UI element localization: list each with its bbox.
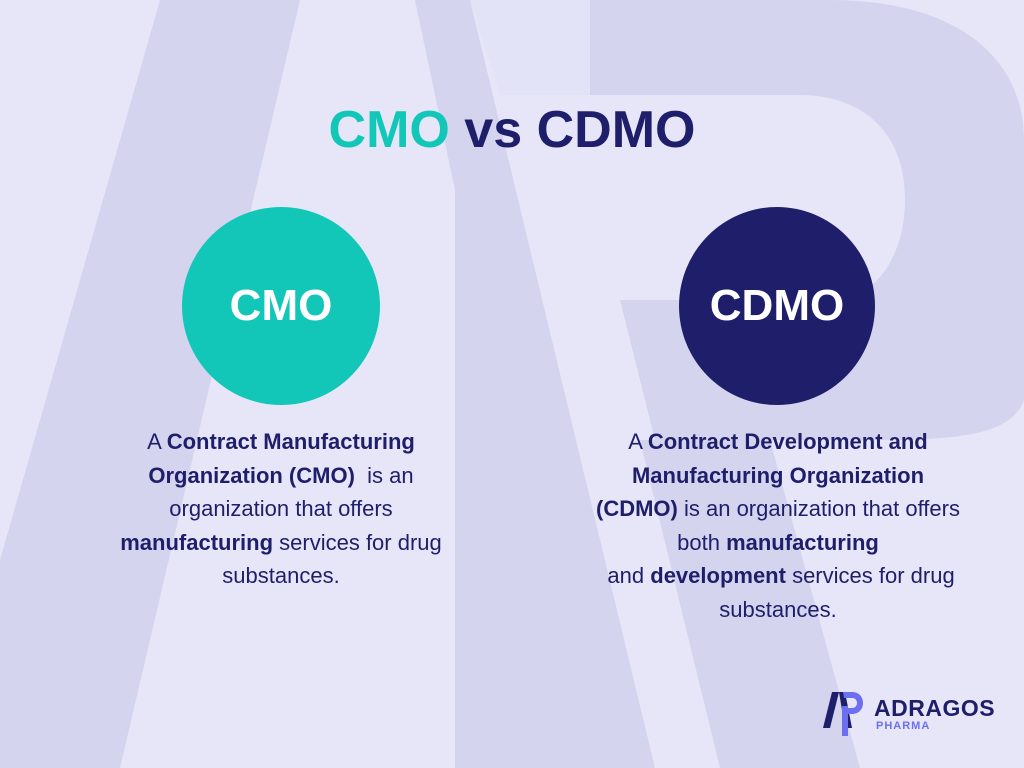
cmo-desc-text-1: A: [147, 429, 167, 454]
cdmo-desc-bold-2: manufacturing: [726, 529, 879, 555]
adragos-logo: ADRAGOS PHARMA: [822, 688, 1002, 740]
cmo-circle-label: CMO: [229, 281, 333, 330]
cdmo-desc-bold-1: Contract Development and Manufacturing O…: [596, 429, 928, 521]
cmo-desc-text-3: services for drug substances.: [222, 529, 442, 589]
cdmo-circle-label: CDMO: [709, 281, 845, 330]
title-vs: vs: [449, 101, 537, 159]
cmo-description: A Contract Manufacturing Organization (C…: [120, 425, 442, 593]
cdmo-description: A Contract Development and Manufacturing…: [595, 425, 961, 626]
cdmo-circle: CDMO: [679, 207, 875, 405]
cdmo-desc-text-4: services for drug substances.: [719, 563, 955, 622]
title-cdmo: CDMO: [536, 101, 696, 159]
cmo-desc-text-2: is an organization that offers: [169, 462, 420, 522]
title-cmo: CMO: [328, 101, 450, 159]
page-title: CMO vs CDMO: [0, 98, 1024, 162]
cmo-circle: CMO: [182, 207, 380, 405]
cdmo-desc-bold-3: development: [650, 563, 786, 588]
logo-name: ADRAGOS: [874, 695, 996, 721]
logo-subtitle: PHARMA: [876, 720, 931, 732]
cmo-desc-bold-2: manufacturing: [120, 529, 274, 555]
cdmo-desc-text-2: is an organization that offers both: [677, 496, 960, 555]
adragos-ap-logo-icon: [823, 692, 863, 736]
cdmo-desc-text-3: and: [601, 563, 651, 588]
cmo-desc-bold-1: Contract Manufacturing Organization (CMO…: [148, 429, 415, 488]
cdmo-desc-text-1: A: [628, 429, 648, 454]
